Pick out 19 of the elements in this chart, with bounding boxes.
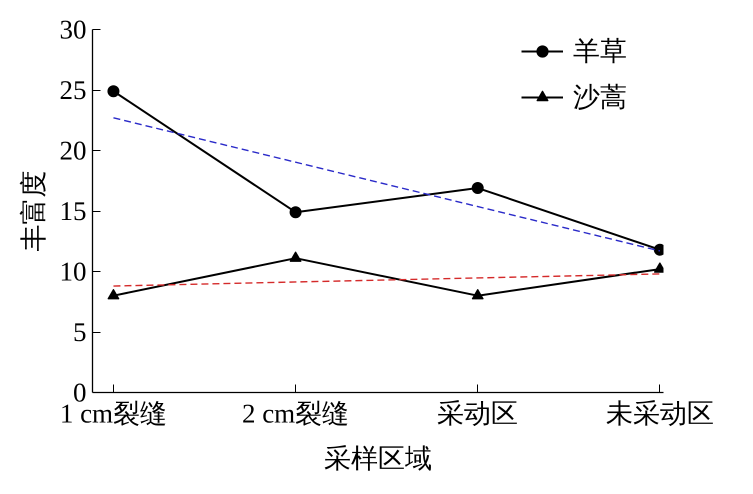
x-tick-label: 未采动区 bbox=[606, 398, 714, 428]
legend-label: 羊草 bbox=[573, 35, 628, 68]
y-tick-label: 20 bbox=[60, 136, 86, 166]
point bbox=[290, 251, 302, 262]
legend-label: 沙蒿 bbox=[573, 81, 628, 114]
x-axis-title: 采样区域 bbox=[324, 444, 432, 474]
point bbox=[107, 288, 120, 300]
point bbox=[290, 206, 302, 218]
x-tick-label: 采动区 bbox=[437, 398, 518, 428]
y-tick-label: 5 bbox=[73, 317, 86, 347]
y-tick-label: 15 bbox=[60, 196, 86, 226]
y-axis-title: 丰富度 bbox=[18, 170, 48, 252]
x-tick-label: 2 cm裂缝 bbox=[242, 398, 350, 428]
y-tick-label: 30 bbox=[60, 14, 86, 44]
point bbox=[472, 288, 484, 300]
y-tick-label: 10 bbox=[60, 256, 86, 286]
point bbox=[107, 85, 120, 98]
point bbox=[472, 182, 484, 194]
y-tick-label: 25 bbox=[60, 75, 86, 105]
